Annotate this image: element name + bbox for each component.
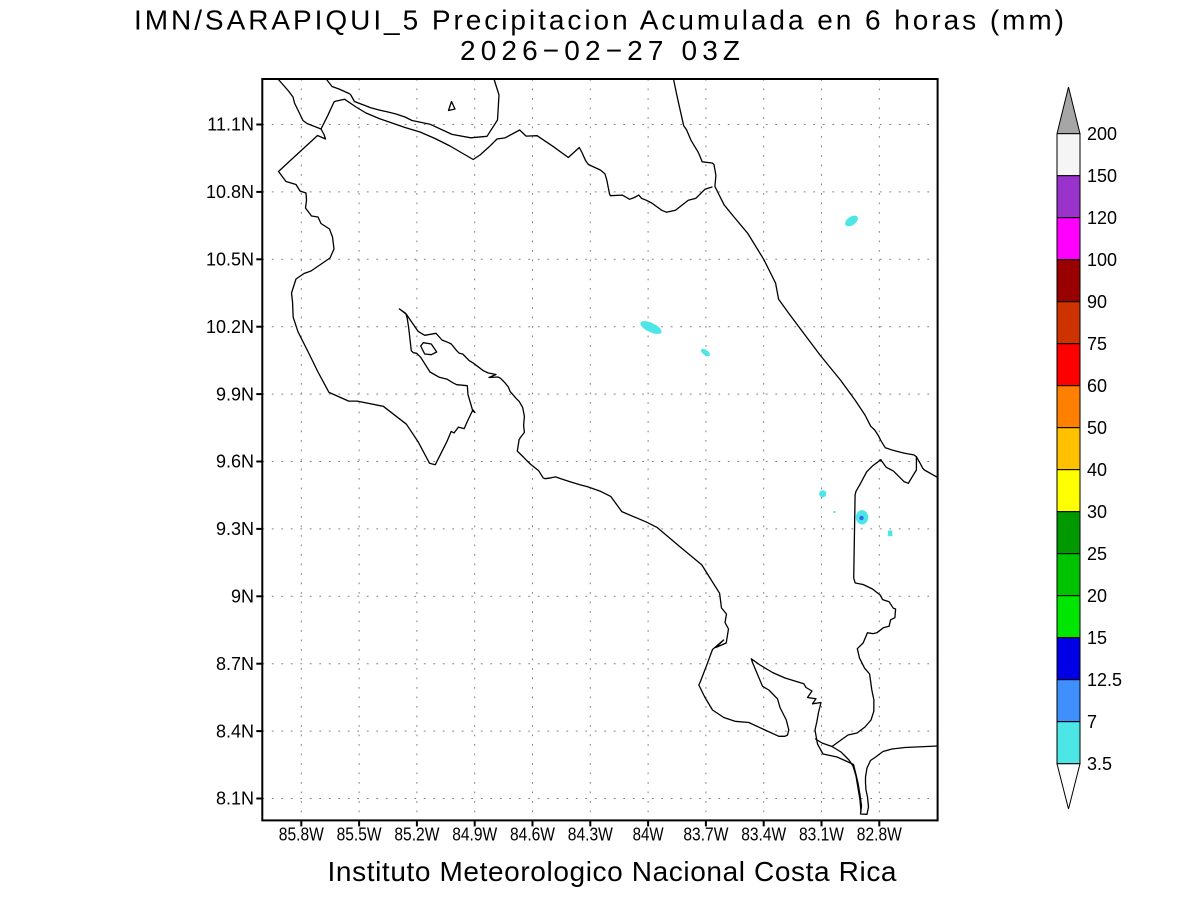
svg-text:90: 90: [1087, 292, 1107, 312]
svg-text:9.9N: 9.9N: [216, 384, 254, 404]
svg-text:2026−02−27 03Z: 2026−02−27 03Z: [460, 35, 740, 66]
svg-text:84W: 84W: [633, 825, 664, 845]
svg-text:200: 200: [1087, 124, 1117, 144]
svg-text:75: 75: [1087, 334, 1107, 354]
svg-text:50: 50: [1087, 418, 1107, 438]
svg-text:120: 120: [1087, 208, 1117, 228]
svg-text:9.6N: 9.6N: [216, 452, 254, 472]
svg-text:3.5: 3.5: [1087, 754, 1112, 774]
svg-text:85.5W: 85.5W: [337, 825, 382, 845]
svg-text:7: 7: [1087, 712, 1097, 732]
svg-text:85.2W: 85.2W: [394, 825, 439, 845]
svg-text:30: 30: [1087, 502, 1107, 522]
svg-text:12.5: 12.5: [1087, 670, 1122, 690]
svg-text:15: 15: [1087, 628, 1107, 648]
svg-text:10.5N: 10.5N: [206, 250, 254, 270]
svg-text:82.8W: 82.8W: [857, 825, 902, 845]
svg-text:Instituto Meteorologico Nacion: Instituto Meteorologico Nacional Costa R…: [328, 856, 897, 887]
svg-text:10.2N: 10.2N: [206, 317, 254, 337]
svg-text:8.4N: 8.4N: [216, 721, 254, 741]
svg-text:100: 100: [1087, 250, 1117, 270]
svg-text:8.1N: 8.1N: [216, 789, 254, 809]
svg-text:9.3N: 9.3N: [216, 519, 254, 539]
svg-text:IMN/SARAPIQUI_5 Precipitacion: IMN/SARAPIQUI_5 Precipitacion Acumulada …: [134, 5, 1064, 36]
svg-text:85.8W: 85.8W: [279, 825, 324, 845]
svg-text:84.6W: 84.6W: [510, 825, 555, 845]
svg-text:9N: 9N: [231, 587, 254, 607]
svg-text:84.3W: 84.3W: [568, 825, 613, 845]
svg-text:40: 40: [1087, 460, 1107, 480]
svg-text:60: 60: [1087, 376, 1107, 396]
svg-text:10.8N: 10.8N: [206, 182, 254, 202]
svg-text:150: 150: [1087, 166, 1117, 186]
svg-text:83.7W: 83.7W: [683, 825, 728, 845]
svg-text:83.1W: 83.1W: [799, 825, 844, 845]
svg-text:25: 25: [1087, 544, 1107, 564]
svg-text:84.9W: 84.9W: [452, 825, 497, 845]
svg-text:83.4W: 83.4W: [741, 825, 786, 845]
svg-text:8.7N: 8.7N: [216, 654, 254, 674]
svg-text:20: 20: [1087, 586, 1107, 606]
svg-text:11.1N: 11.1N: [207, 115, 254, 135]
